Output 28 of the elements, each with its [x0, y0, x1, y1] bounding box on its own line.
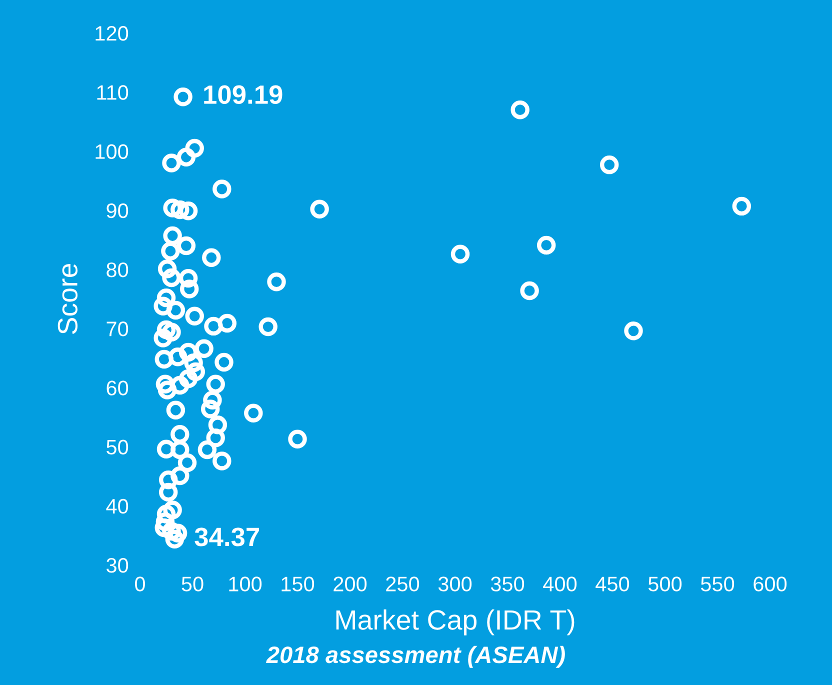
y-tick-label: 90: [106, 203, 128, 218]
y-axis-title: Score: [58, 264, 78, 334]
x-tick-label: 550: [700, 576, 734, 592]
x-tick-label: 350: [490, 576, 524, 592]
y-tick-label: 80: [106, 262, 128, 278]
data-label: 109.19: [204, 85, 282, 104]
x-tick-label: 200: [334, 576, 367, 592]
x-tick-label: 300: [438, 576, 472, 592]
y-tick-label: 60: [106, 380, 128, 396]
x-tick-label: 450: [596, 576, 630, 592]
x-tick-label: 0: [135, 576, 145, 592]
x-tick-label: 150: [282, 576, 314, 592]
y-tick-label: 50: [106, 440, 128, 455]
x-tick-label: 100: [229, 576, 262, 592]
data-label: 34.37: [194, 528, 259, 546]
x-axis-title: Market Cap (IDR T): [336, 609, 574, 636]
y-tick-label: 40: [106, 498, 128, 514]
y-tick-label: 30: [106, 558, 128, 573]
y-tick-label: 70: [106, 322, 128, 336]
y-tick-label: 100: [96, 144, 128, 159]
x-tick-label: 500: [648, 576, 682, 592]
x-tick-label: 400: [543, 576, 577, 592]
x-tick-label: 600: [754, 576, 787, 592]
x-tick-label: 50: [182, 576, 204, 592]
text: 2018 assessment (ASEAN): [266, 646, 565, 668]
y-tick-label: 120: [96, 26, 128, 41]
y-tick-label: 110: [97, 85, 128, 100]
x-tick-label: 250: [386, 576, 420, 592]
